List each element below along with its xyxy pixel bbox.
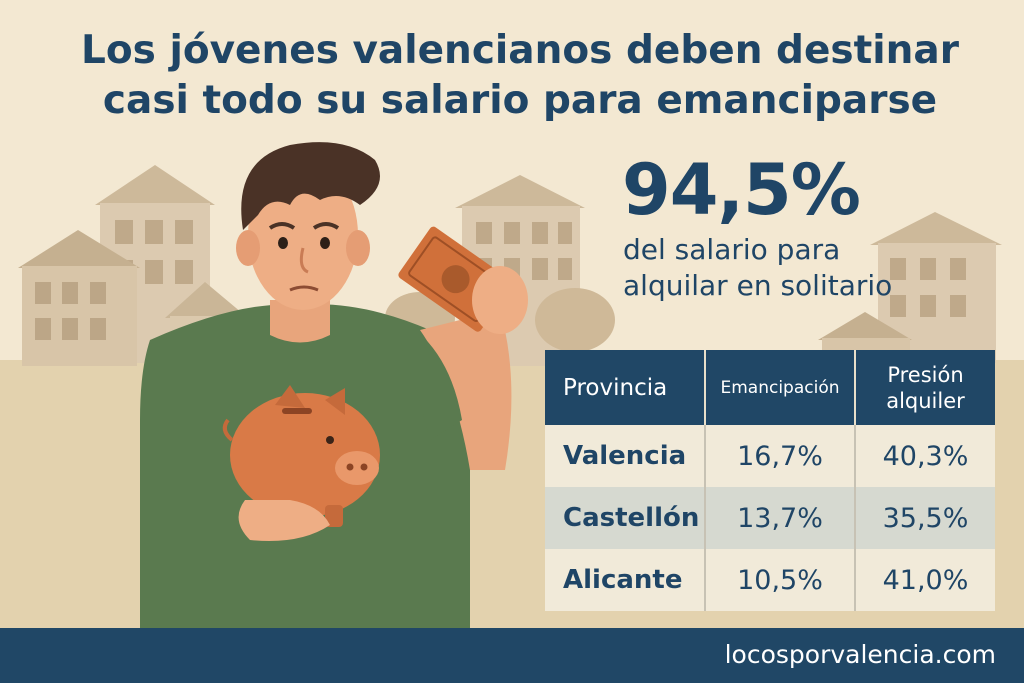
highlight-desc-line-1: del salario para — [623, 233, 841, 266]
young-man-illustration — [140, 142, 528, 640]
header-presion-line-1: Presión — [887, 362, 964, 387]
headline-line-2: casi todo su salario para emanciparse — [102, 78, 938, 123]
table-row: Alicante 10,5% 41,0% — [545, 549, 995, 611]
highlight-desc-line-2: alquilar en solitario — [623, 269, 893, 302]
table-row: Valencia 16,7% 40,3% — [545, 425, 995, 487]
highlight-stat-description: del salario para alquilar en solitario — [623, 232, 1003, 304]
cell-provincia: Castellón — [545, 487, 706, 549]
cell-provincia: Alicante — [545, 549, 706, 611]
table-row: Castellón 13,7% 35,5% — [545, 487, 995, 549]
headline-line-1: Los jóvenes valencianos deben destinar — [81, 28, 959, 73]
website-link[interactable]: locosporvalencia.com — [724, 640, 996, 669]
piggy-bank-icon — [222, 385, 380, 527]
cell-emancipacion: 13,7% — [705, 487, 856, 549]
headline: Los jóvenes valencianos deben destinar c… — [40, 26, 1000, 126]
cell-presion: 40,3% — [855, 425, 995, 487]
header-provincia: Provincia — [545, 350, 706, 425]
cell-presion: 41,0% — [855, 549, 995, 611]
cell-presion: 35,5% — [855, 487, 995, 549]
highlight-stat-value: 94,5% — [622, 149, 861, 231]
table-header-row: Provincia Emancipación Presión alquiler — [545, 350, 995, 425]
header-presion-line-2: alquiler — [886, 388, 965, 413]
footer-bar: locosporvalencia.com — [0, 628, 1024, 683]
cell-emancipacion: 16,7% — [705, 425, 856, 487]
houses-left-illustration — [18, 165, 248, 366]
cell-emancipacion: 10,5% — [705, 549, 856, 611]
header-emancipacion: Emancipación — [705, 350, 856, 425]
cell-provincia: Valencia — [545, 425, 706, 487]
province-table: Provincia Emancipación Presión alquiler … — [545, 350, 995, 611]
header-presion-alquiler: Presión alquiler — [855, 350, 995, 425]
